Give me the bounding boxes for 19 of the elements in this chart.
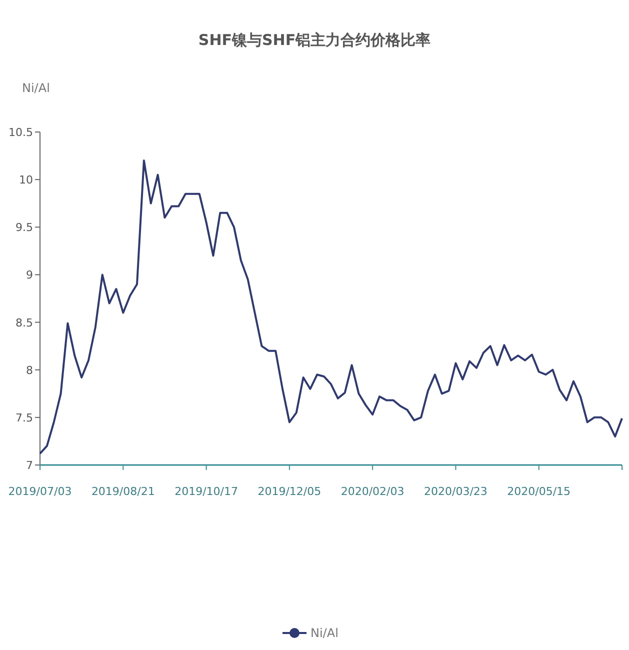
y-tick-label: 7 — [26, 459, 33, 472]
line-series — [39, 160, 623, 455]
x-tick-label: 2019/07/03 — [8, 485, 72, 498]
y-tick-label: 10 — [19, 174, 33, 187]
y-tick-label: 10.5 — [8, 126, 33, 139]
y-tick-label: 9.5 — [16, 221, 33, 234]
y-tick-label: 8.5 — [16, 316, 33, 330]
x-tick-label: 2019/10/17 — [174, 485, 238, 498]
x-tick-label: 2020/02/03 — [340, 485, 404, 498]
y-tick-label: 8 — [26, 364, 33, 377]
x-tick-label: 2020/05/15 — [507, 485, 571, 498]
y-tick-label: 9 — [26, 268, 33, 282]
y-axis-title: Ni/Al — [22, 81, 50, 95]
chart-title: SHF镍与SHF铝主力合约价格比率 — [198, 31, 431, 49]
x-tick-label: 2019/08/21 — [91, 485, 155, 498]
x-tick-label: 2020/03/23 — [424, 485, 488, 498]
x-tick-label: 2019/12/05 — [258, 485, 322, 498]
y-tick-label: 7.5 — [16, 411, 33, 424]
legend-label: Ni/Al — [310, 626, 338, 640]
